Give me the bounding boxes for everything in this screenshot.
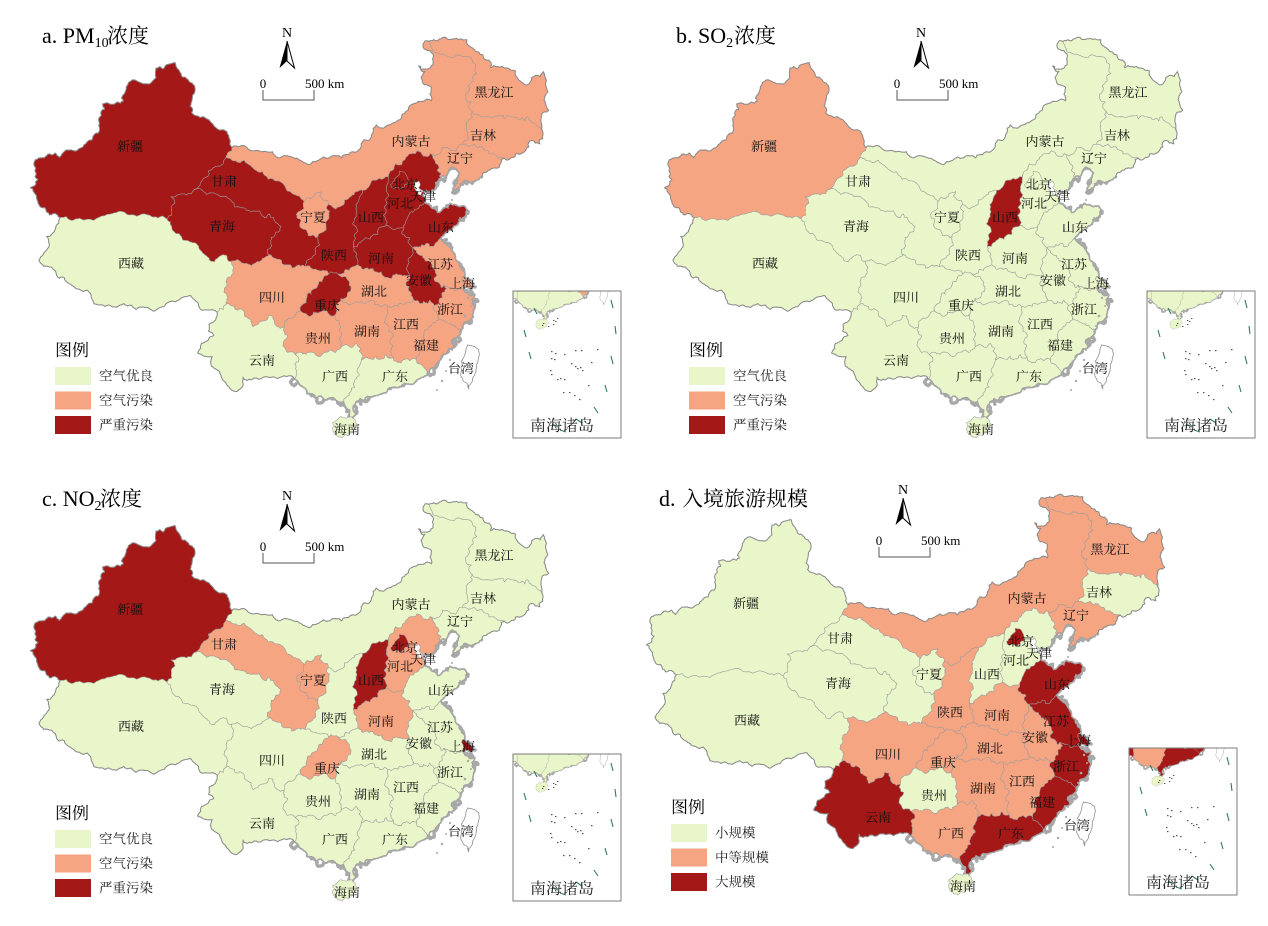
svg-text:b. SO2: b. SO2 <box>676 23 733 51</box>
svg-text:a. PM10: a. PM10 <box>42 23 109 51</box>
svg-text:d.: d. <box>659 486 676 511</box>
svg-text:c. NO2: c. NO2 <box>42 486 102 514</box>
